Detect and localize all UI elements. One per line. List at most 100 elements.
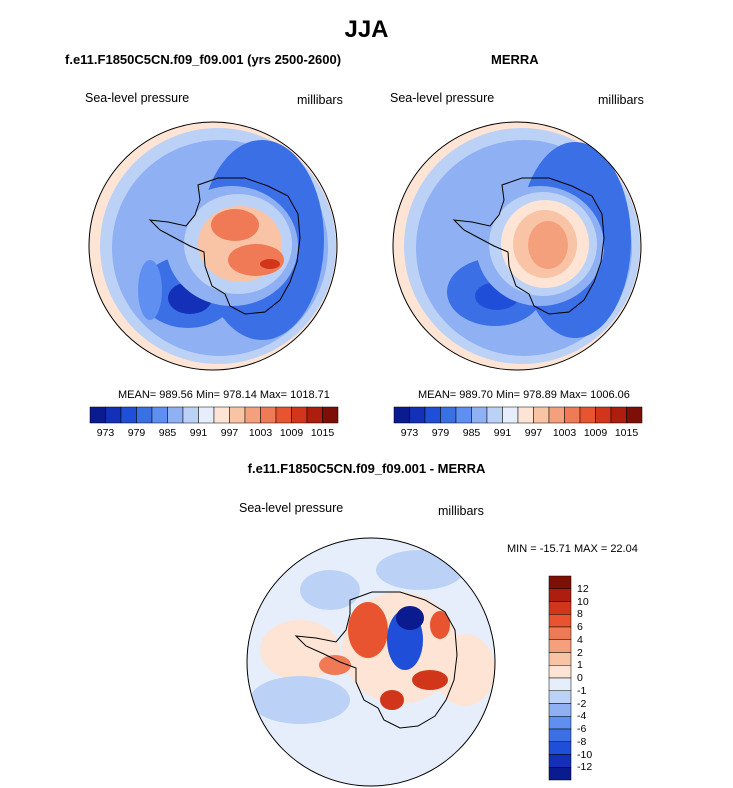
colorbar-box — [548, 767, 572, 781]
colorbar-box — [213, 406, 230, 424]
colorbar-tick-label: -12 — [577, 761, 593, 774]
colorbar-tick-label: 0 — [577, 672, 583, 684]
colorbar-tick-label: 991 — [189, 427, 208, 439]
colorbar-box — [610, 406, 627, 424]
panel-2-coastline — [452, 177, 605, 315]
colorbar-box — [548, 677, 572, 691]
colorbar-box — [424, 406, 441, 424]
colorbar-tick-label: -4 — [577, 710, 587, 723]
panel-1-colorbar — [89, 406, 339, 424]
colorbar-box — [136, 406, 153, 424]
colorbar-box — [548, 703, 572, 717]
panel-2-title: MERRA — [491, 52, 539, 67]
colorbar-tick-label: 12 — [577, 582, 589, 595]
colorbar-tick-label: -8 — [577, 735, 587, 748]
colorbar-box — [548, 741, 572, 755]
colorbar-box — [229, 406, 246, 424]
colorbar-tick-label: 973 — [96, 427, 115, 439]
colorbar-tick-label: 1003 — [552, 427, 577, 439]
colorbar-box — [260, 406, 277, 424]
colorbar-box — [548, 754, 572, 768]
colorbar-box — [564, 406, 581, 424]
colorbar-tick-label: 1003 — [248, 427, 273, 439]
colorbar-box — [502, 406, 519, 424]
colorbar-box — [517, 406, 534, 424]
colorbar-box — [548, 406, 565, 424]
colorbar-box — [548, 575, 572, 589]
colorbar-box — [244, 406, 261, 424]
colorbar-tick-label: 1 — [577, 659, 583, 672]
colorbar-tick-label: -10 — [577, 748, 593, 761]
panel-1-stats: MEAN= 989.56 Min= 978.14 Max= 1018.71 — [118, 389, 330, 401]
panel-2-stats: MEAN= 989.70 Min= 978.89 Max= 1006.06 — [418, 389, 630, 401]
panel-1-coastline — [148, 177, 301, 315]
colorbar-tick-label: 1015 — [614, 427, 639, 439]
panel-3-coastline — [294, 591, 458, 729]
panel-3-colorbar — [548, 575, 572, 781]
panel-2-field — [393, 122, 641, 370]
colorbar-tick-label: 997 — [524, 427, 543, 439]
colorbar-box — [306, 406, 323, 424]
colorbar-box — [89, 406, 106, 424]
colorbar-box — [151, 406, 168, 424]
panel-2-variable-label: Sea-level pressure — [390, 91, 495, 105]
colorbar-box — [548, 690, 572, 704]
colorbar-tick-label: 985 — [462, 427, 481, 439]
colorbar-box — [198, 406, 215, 424]
colorbar-box — [182, 406, 199, 424]
colorbar-tick-label: 979 — [127, 427, 146, 439]
colorbar-box — [548, 652, 572, 666]
colorbar-box — [548, 665, 572, 679]
colorbar-tick-label: 2 — [577, 646, 583, 659]
colorbar-tick-label: 10 — [577, 595, 589, 608]
colorbar-tick-label: 1009 — [583, 427, 608, 439]
colorbar-tick-label: -2 — [577, 697, 587, 710]
colorbar-tick-label: -1 — [577, 684, 587, 697]
colorbar-box — [105, 406, 122, 424]
colorbar-box — [120, 406, 137, 424]
panel-1-units-label: millibars — [297, 93, 343, 107]
panel-3-stats: MIN = -15.71 MAX = 22.04 — [507, 543, 638, 555]
panel-1-variable-label: Sea-level pressure — [85, 91, 190, 105]
colorbar-box — [322, 406, 339, 424]
colorbar-box — [393, 406, 410, 424]
colorbar-tick-label: 973 — [400, 427, 419, 439]
colorbar-box — [533, 406, 550, 424]
colorbar-tick-label: 997 — [220, 427, 239, 439]
colorbar-box — [275, 406, 292, 424]
colorbar-box — [455, 406, 472, 424]
colorbar-box — [548, 626, 572, 640]
colorbar-tick-label: 979 — [431, 427, 450, 439]
colorbar-box — [579, 406, 596, 424]
colorbar-box — [548, 614, 572, 628]
colorbar-box — [440, 406, 457, 424]
colorbar-box — [595, 406, 612, 424]
colorbar-tick-label: 985 — [158, 427, 177, 439]
colorbar-tick-label: 4 — [577, 633, 583, 646]
colorbar-tick-label: 1009 — [279, 427, 304, 439]
colorbar-box — [548, 716, 572, 730]
panel-3-colorbar-ticks: 12 10 8 6 4 2 1 0 -1 -2 -4 -6 -8 -10 -12 — [577, 576, 607, 780]
panel-3-field — [247, 538, 495, 786]
colorbar-box — [548, 639, 572, 653]
colorbar-box — [471, 406, 488, 424]
panel-2-colorbar — [393, 406, 643, 424]
colorbar-box — [291, 406, 308, 424]
panel-3-title: f.e11.F1850C5CN.f09_f09.001 - MERRA — [247, 461, 486, 476]
panel-1-colorbar-ticks: 973 979 985 991 997 1003 1009 1015 — [90, 427, 338, 441]
colorbar-box — [548, 588, 572, 602]
colorbar-box — [486, 406, 503, 424]
colorbar-tick-label: 6 — [577, 621, 583, 633]
main-title: JJA — [344, 16, 389, 43]
colorbar-tick-label: 1015 — [310, 427, 335, 439]
panel-1-field — [89, 122, 337, 370]
colorbar-tick-label: 991 — [493, 427, 512, 439]
colorbar-box — [167, 406, 184, 424]
panel-1-title: f.e11.F1850C5CN.f09_f09.001 (yrs 2500-26… — [65, 52, 342, 67]
panel-3-variable-label: Sea-level pressure — [239, 501, 344, 515]
colorbar-box — [626, 406, 643, 424]
colorbar-tick-label: -6 — [577, 723, 587, 735]
colorbar-box — [548, 601, 572, 615]
panel-2-colorbar-ticks: 973 979 985 991 997 1003 1009 1015 — [394, 427, 642, 441]
